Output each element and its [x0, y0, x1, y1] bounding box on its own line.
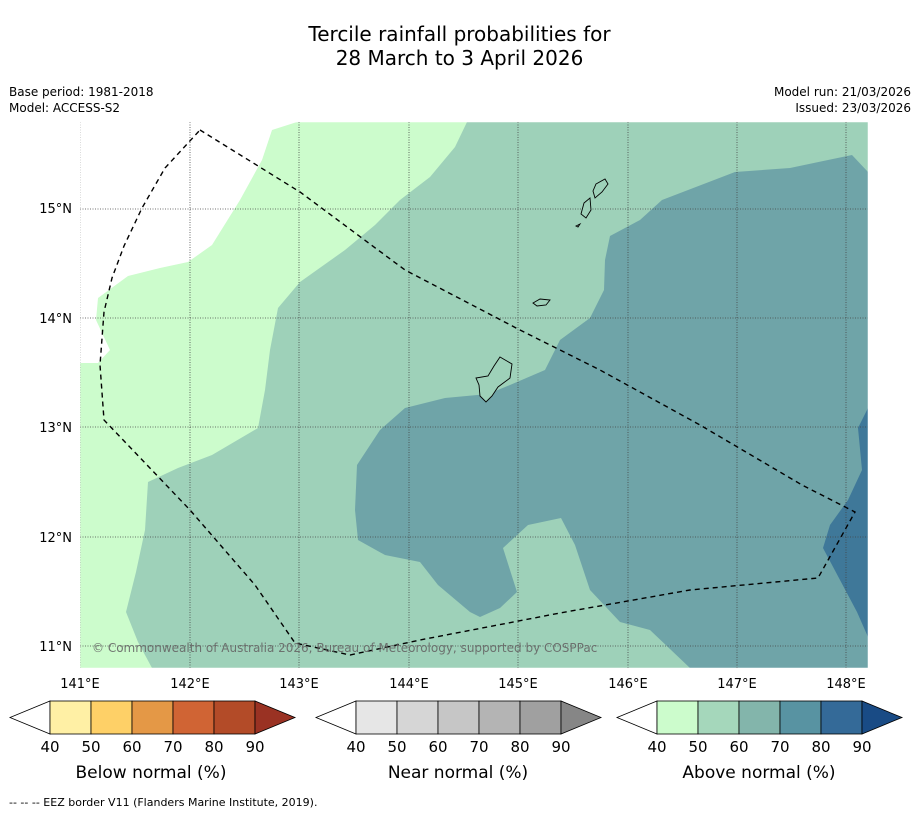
lon-label-142e: 142°E [170, 677, 210, 692]
colorbar-below-title: Below normal (%) [76, 763, 227, 783]
colorbar-segment [172, 700, 215, 735]
lon-label-141e: 141°E [60, 677, 100, 692]
colorbar-segment [779, 700, 822, 735]
zone-above-70-80 [823, 408, 868, 637]
copyright-text: © Commonwealth of Australia 2026, Bureau… [92, 641, 597, 655]
colorbar-segment [213, 700, 256, 735]
island-aguijan [574, 222, 582, 228]
lat-label-12n: 12°N [39, 531, 72, 546]
colorbar-segment [49, 700, 92, 735]
colorbar-extend-high [560, 700, 603, 735]
zone-no-data [80, 122, 297, 363]
lat-labels: 15°N 14°N 13°N 12°N 11°N [39, 202, 72, 655]
colorbar-tick-label: 70 [770, 738, 789, 756]
lon-labels: 141°E 142°E 143°E 144°E 145°E 146°E 147°… [60, 677, 866, 692]
lat-label-14n: 14°N [39, 312, 72, 327]
issued-date: Issued: 23/03/2026 [795, 101, 911, 115]
colorbar-tick-label: 90 [551, 738, 570, 756]
colorbar-segment [396, 700, 439, 735]
colorbar-segment [355, 700, 398, 735]
lon-label-148e: 148°E [826, 677, 866, 692]
colorbar-tick-label: 50 [688, 738, 707, 756]
run-info: Model run: 21/03/2026 Issued: 23/03/2026 [774, 84, 911, 116]
model-name: Model: ACCESS-S2 [9, 101, 121, 115]
colorbar-tick-label: 50 [81, 738, 100, 756]
island-rota [532, 298, 551, 307]
colorbar-tick-label: 60 [729, 738, 748, 756]
colorbar-segment [478, 700, 521, 735]
colorbar-segment [519, 700, 562, 735]
colorbar-extend-low [8, 700, 51, 735]
lon-label-144e: 144°E [389, 677, 429, 692]
colorbar-segment [697, 700, 740, 735]
colorbar-tick-label: 80 [811, 738, 830, 756]
colorbar-extend-high [254, 700, 297, 735]
colorbar-segment [437, 700, 480, 735]
colorbar-segment [820, 700, 863, 735]
map-title: Tercile rainfall probabilities for 28 Ma… [0, 22, 919, 70]
lon-label-143e: 143°E [279, 677, 319, 692]
model-info: Base period: 1981-2018 Model: ACCESS-S2 [9, 84, 154, 116]
colorbar-tick-label: 70 [163, 738, 182, 756]
lon-label-145e: 145°E [498, 677, 538, 692]
lon-label-146e: 146°E [608, 677, 648, 692]
colorbar-tick-label: 90 [852, 738, 871, 756]
colorbar-above-normal: Above normal (%) 40 50 60 70 80 90 [615, 700, 904, 783]
zone-above-60-70 [355, 155, 868, 668]
colorbar-tick-label: 40 [40, 738, 59, 756]
lat-label-15n: 15°N [39, 202, 72, 217]
graticule [80, 122, 868, 668]
colorbar-tick-label: 90 [245, 738, 264, 756]
colorbar-tick-label: 40 [647, 738, 666, 756]
colorbar-tick-label: 80 [204, 738, 223, 756]
colorbar-tick-label: 80 [510, 738, 529, 756]
title-line-2: 28 March to 3 April 2026 [335, 46, 584, 70]
island-saipan [592, 178, 609, 199]
title-line-1: Tercile rainfall probabilities for [308, 22, 611, 46]
colorbar-below-normal: Below normal (%) 40 50 60 70 80 90 [8, 700, 297, 783]
lat-label-11n: 11°N [39, 640, 72, 655]
map-frame [79, 121, 869, 669]
colorbar-extend-high [861, 700, 904, 735]
colorbar-segment [90, 700, 133, 735]
map-panel: © Commonwealth of Australia 2026, Bureau… [80, 122, 868, 668]
island-guam [475, 356, 513, 403]
colorbar-segment [738, 700, 781, 735]
colorbar-tick-label: 70 [469, 738, 488, 756]
colorbar-extend-low [615, 700, 658, 735]
eez-border [99, 129, 856, 656]
colorbar-segment [131, 700, 174, 735]
colorbar-tick-label: 60 [428, 738, 447, 756]
colorbar-extend-low [314, 700, 357, 735]
eez-footnote: -- -- -- EEZ border V11 (Flanders Marine… [9, 796, 318, 809]
island-tinian [580, 197, 592, 219]
colorbar-near-normal: Near normal (%) 40 50 60 70 80 90 [314, 700, 603, 783]
model-run: Model run: 21/03/2026 [773, 85, 911, 99]
lon-label-147e: 147°E [717, 677, 757, 692]
colorbar-segment [656, 700, 699, 735]
colorbar-above-title: Above normal (%) [682, 763, 835, 783]
colorbar-tick-label: 50 [387, 738, 406, 756]
colorbar-tick-label: 60 [122, 738, 141, 756]
island-outlines [475, 178, 609, 403]
lat-label-13n: 13°N [39, 421, 72, 436]
base-period: Base period: 1981-2018 [9, 85, 154, 99]
colorbar-near-title: Near normal (%) [388, 763, 528, 783]
colorbar-tick-label: 40 [346, 738, 365, 756]
